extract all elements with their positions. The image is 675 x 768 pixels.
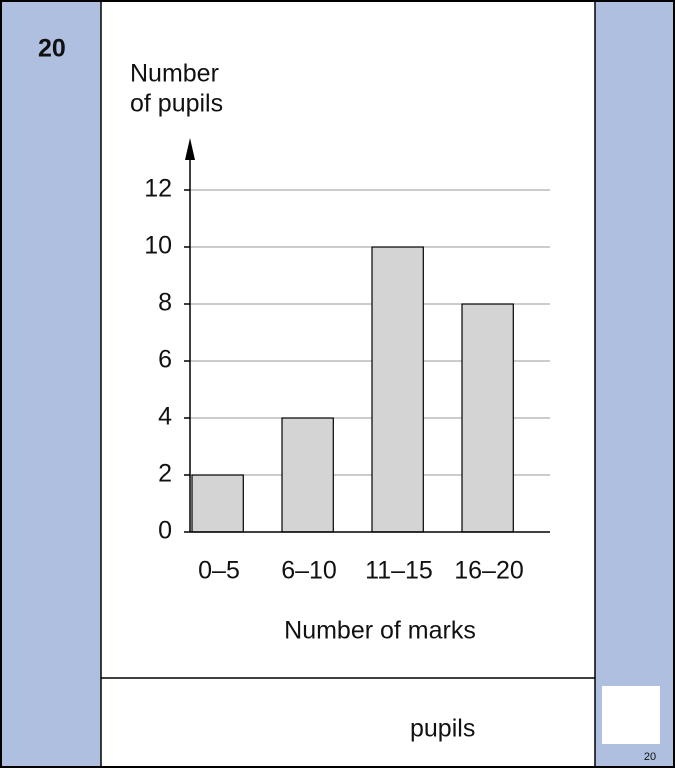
mark-label: 20: [644, 751, 656, 763]
question-number: 20: [38, 35, 66, 63]
y-tick-label: 6: [158, 346, 172, 374]
x-tick-label: 0–5: [198, 557, 240, 585]
y-axis-label: Number: [130, 60, 219, 88]
bar: [371, 246, 424, 533]
left-column: [0, 0, 102, 768]
answer-unit: pupils: [410, 715, 475, 743]
mark-box: [602, 686, 660, 744]
x-tick-label: 11–15: [365, 557, 433, 585]
y-tick-label: 2: [158, 460, 172, 488]
y-tick-label: 0: [158, 517, 172, 545]
bar: [281, 417, 334, 533]
y-tick-label: 10: [144, 232, 172, 260]
x-axis-label: Number of marks: [284, 617, 476, 645]
right-column: [594, 0, 675, 768]
bar: [461, 303, 514, 533]
y-tick-label: 12: [144, 175, 172, 203]
y-tick-label: 4: [158, 403, 172, 431]
x-tick-label: 16–20: [454, 557, 524, 585]
y-axis-arrow: [185, 138, 195, 160]
y-tick-label: 8: [158, 289, 172, 317]
x-tick-label: 6–10: [281, 557, 337, 585]
y-axis-label: of pupils: [130, 90, 223, 118]
bar: [191, 474, 244, 533]
